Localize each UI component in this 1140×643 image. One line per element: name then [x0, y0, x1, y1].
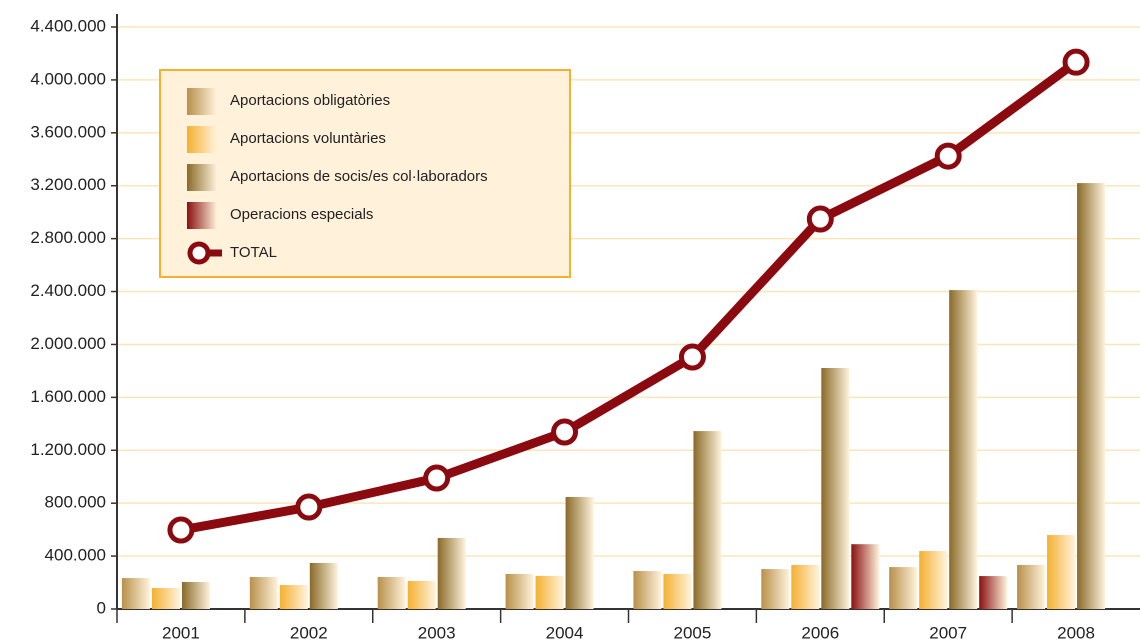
- y-tick-label: 4.400.000: [30, 16, 106, 35]
- bar: [249, 576, 278, 609]
- bar: [535, 575, 564, 609]
- y-tick-label: 4.000.000: [30, 69, 106, 88]
- bar: [1077, 183, 1106, 609]
- total-marker: [295, 493, 323, 521]
- legend-label: Aportacions de socis/es col·laboradors: [230, 168, 488, 185]
- total-marker: [551, 418, 579, 446]
- x-tick-label: 2006: [801, 623, 839, 642]
- bar: [633, 571, 662, 609]
- bar: [1047, 535, 1076, 609]
- bar: [565, 496, 594, 609]
- bar: [919, 551, 948, 609]
- total-marker: [423, 464, 451, 492]
- bar: [309, 562, 338, 609]
- bar: [821, 367, 850, 609]
- total-marker: [167, 516, 195, 544]
- bar: [1017, 564, 1046, 609]
- legend-box: [159, 69, 571, 278]
- y-tick-label: 3.200.000: [30, 175, 106, 194]
- total-marker: [678, 343, 706, 371]
- bar: [889, 567, 918, 609]
- y-tick-label: 0: [97, 598, 106, 617]
- legend-label: TOTAL: [230, 244, 277, 261]
- bar: [761, 569, 790, 609]
- y-tick-label: 800.000: [45, 493, 106, 512]
- y-tick-label: 1.600.000: [30, 387, 106, 406]
- y-tick-label: 400.000: [45, 546, 106, 565]
- bar: [979, 576, 1008, 609]
- legend-swatch: [187, 202, 217, 229]
- bar: [505, 573, 534, 609]
- x-tick-label: 2007: [929, 623, 967, 642]
- x-tick-label: 2005: [674, 623, 712, 642]
- bar: [949, 290, 978, 609]
- bar: [437, 537, 466, 609]
- total-marker: [934, 142, 962, 170]
- y-tick-label: 2.800.000: [30, 228, 106, 247]
- legend-label: Operacions especials: [230, 206, 373, 223]
- y-tick-label: 2.000.000: [30, 334, 106, 353]
- bar: [663, 573, 692, 609]
- x-tick-label: 2003: [418, 623, 456, 642]
- bar: [407, 580, 436, 609]
- x-tick-label: 2001: [162, 623, 200, 642]
- y-tick-label: 3.600.000: [30, 122, 106, 141]
- legend-swatch: [187, 164, 217, 191]
- total-marker: [806, 205, 834, 233]
- total-marker: [1062, 48, 1090, 76]
- bar: [151, 587, 180, 609]
- bar: [791, 564, 820, 609]
- x-tick-label: 2008: [1057, 623, 1095, 642]
- legend-swatch: [187, 126, 217, 153]
- y-tick-label: 2.400.000: [30, 281, 106, 300]
- bar: [121, 578, 150, 609]
- bar: [377, 576, 406, 609]
- legend-label: Aportacions obligatòries: [230, 92, 390, 109]
- total-line: [180, 58, 1079, 535]
- x-tick-label: 2002: [290, 623, 328, 642]
- bar: [851, 544, 880, 609]
- legend-label: Aportacions voluntàries: [230, 130, 386, 147]
- bar: [279, 585, 308, 609]
- legend-swatch: [187, 88, 217, 115]
- bar: [181, 582, 210, 609]
- bar: [693, 431, 722, 609]
- y-tick-label: 1.200.000: [30, 440, 106, 459]
- x-tick-label: 2004: [546, 623, 584, 642]
- legend-marker: [187, 241, 211, 265]
